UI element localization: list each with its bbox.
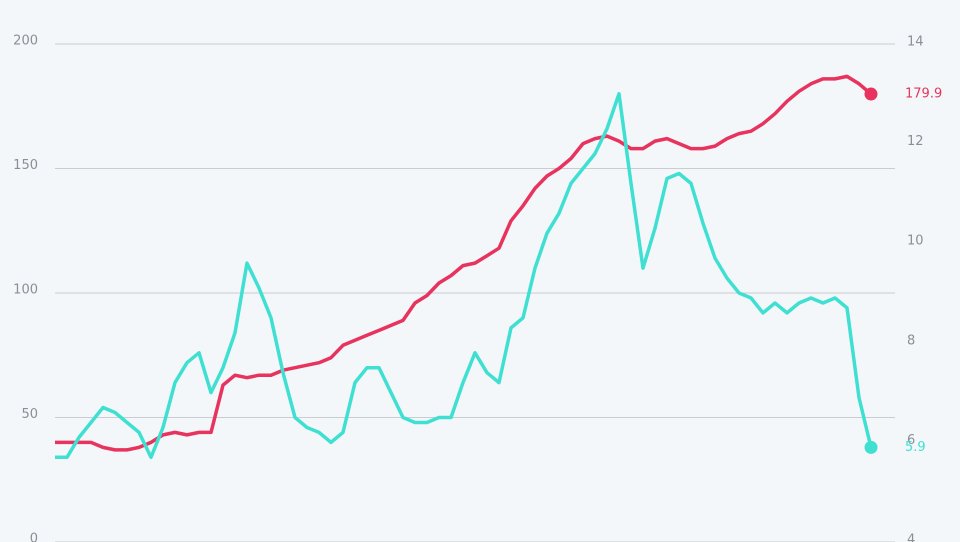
y-tick-label: 0 xyxy=(30,532,38,542)
y-tick-label: 150 xyxy=(13,158,38,173)
line xyxy=(55,92,873,460)
end-label: 179.9 xyxy=(905,87,942,102)
y-tick-label: 50 xyxy=(21,407,38,422)
y2-tick-label: 12 xyxy=(907,134,924,149)
y2-tick-label: 8 xyxy=(907,333,915,348)
y2-tick-label: 10 xyxy=(907,234,924,249)
y-tick-label: 100 xyxy=(13,283,38,298)
y-tick-label: 200 xyxy=(13,34,38,49)
end-label: 5.9 xyxy=(905,440,926,455)
y2-tick-label: 4 xyxy=(907,533,915,542)
end-point xyxy=(864,440,878,454)
y2-tick-label: 6 xyxy=(907,433,915,448)
end-point xyxy=(864,87,878,101)
line xyxy=(55,74,873,452)
y2-tick-label: 14 xyxy=(907,35,924,50)
